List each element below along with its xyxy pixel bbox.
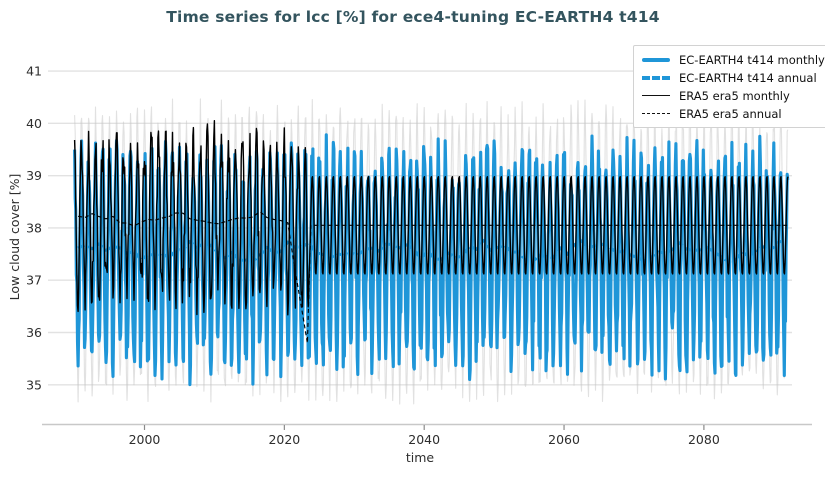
svg-text:36: 36 <box>26 325 42 340</box>
svg-text:35: 35 <box>26 377 42 392</box>
legend-label: EC-EARTH4 t414 annual <box>679 70 817 85</box>
series-era5-era5-annual <box>78 210 788 344</box>
blue-solid-line-sample <box>642 57 670 62</box>
x-tick-labels: 2000 2020 2040 2060 2080 <box>129 425 720 447</box>
y-tick-labels: 35 36 37 38 39 40 41 <box>26 64 42 393</box>
legend-label: ERA5 era5 monthly <box>679 88 790 103</box>
legend-label: EC-EARTH4 t414 monthly <box>679 52 825 67</box>
svg-text:37: 37 <box>26 273 42 288</box>
legend-item-ec-earth4-monthly[interactable]: EC-EARTH4 t414 monthly <box>642 51 825 68</box>
legend: EC-EARTH4 t414 monthly EC-EARTH4 t414 an… <box>633 45 825 128</box>
legend-item-era5-monthly[interactable]: ERA5 era5 monthly <box>642 87 825 104</box>
y-axis-label: Low cloud cover [%] <box>7 173 22 301</box>
legend-label: ERA5 era5 annual <box>679 106 782 121</box>
series-era5-era5-monthly <box>73 119 789 316</box>
svg-text:39: 39 <box>26 168 42 183</box>
chart-title: Time series for lcc [%] for ece4-tuning … <box>166 8 660 26</box>
svg-text:2000: 2000 <box>129 432 161 447</box>
svg-text:40: 40 <box>26 116 42 131</box>
svg-text:2040: 2040 <box>408 432 440 447</box>
black-solid-line-sample <box>642 95 670 96</box>
svg-text:2060: 2060 <box>548 432 580 447</box>
svg-text:38: 38 <box>26 220 42 235</box>
svg-text:2020: 2020 <box>268 432 300 447</box>
series-ec-earth4-t414-annual <box>77 238 785 264</box>
legend-item-ec-earth4-annual[interactable]: EC-EARTH4 t414 annual <box>642 69 825 86</box>
legend-item-era5-annual[interactable]: ERA5 era5 annual <box>642 105 825 122</box>
svg-text:2080: 2080 <box>688 432 720 447</box>
data-series <box>73 98 790 405</box>
black-dashed-line-sample <box>642 113 670 114</box>
x-axis-label: time <box>405 450 435 465</box>
svg-text:41: 41 <box>26 64 42 79</box>
blue-dashed-line-sample <box>642 75 670 80</box>
